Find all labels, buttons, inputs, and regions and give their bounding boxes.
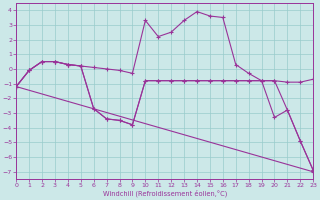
X-axis label: Windchill (Refroidissement éolien,°C): Windchill (Refroidissement éolien,°C) bbox=[102, 190, 227, 197]
